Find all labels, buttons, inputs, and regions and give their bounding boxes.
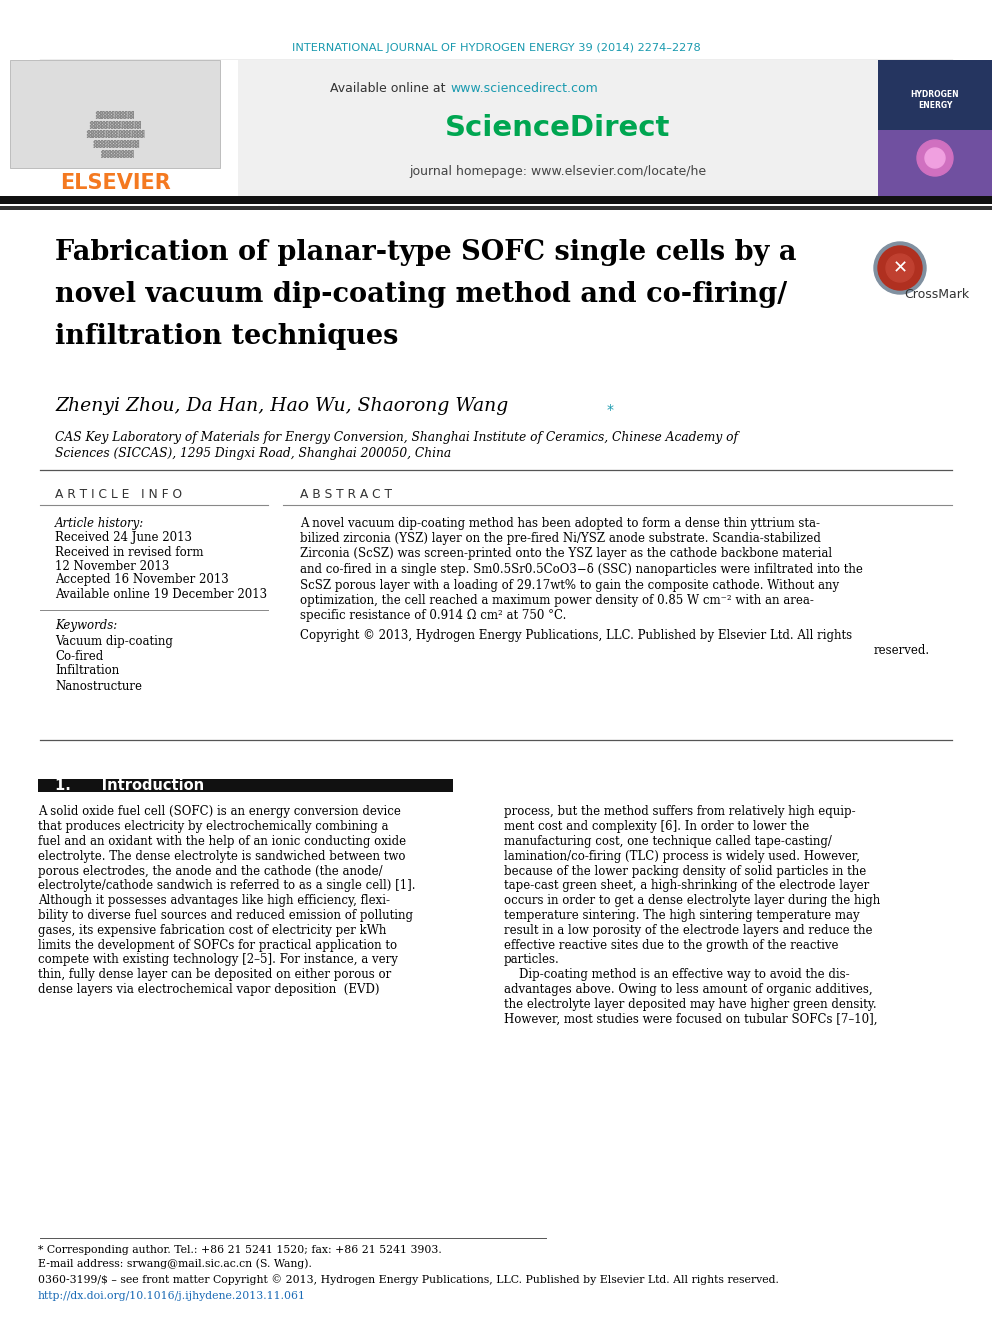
Text: fuel and an oxidant with the help of an ionic conducting oxide: fuel and an oxidant with the help of an … xyxy=(38,835,406,848)
Text: Co-fired: Co-fired xyxy=(55,650,103,663)
Text: Zirconia (ScSZ) was screen-printed onto the YSZ layer as the cathode backbone ma: Zirconia (ScSZ) was screen-printed onto … xyxy=(300,548,832,561)
Text: reserved.: reserved. xyxy=(874,644,930,658)
Text: Received 24 June 2013: Received 24 June 2013 xyxy=(55,532,192,545)
Text: A R T I C L E   I N F O: A R T I C L E I N F O xyxy=(55,487,183,500)
Text: ScienceDirect: ScienceDirect xyxy=(445,114,671,142)
Text: Dip-coating method is an effective way to avoid the dis-: Dip-coating method is an effective way t… xyxy=(504,968,849,982)
Text: electrolyte. The dense electrolyte is sandwiched between two: electrolyte. The dense electrolyte is sa… xyxy=(38,849,406,863)
Text: Nanostructure: Nanostructure xyxy=(55,680,142,692)
Text: Copyright © 2013, Hydrogen Energy Publications, LLC. Published by Elsevier Ltd. : Copyright © 2013, Hydrogen Energy Public… xyxy=(300,630,852,643)
Text: ScSZ porous layer with a loading of 29.17wt% to gain the composite cathode. With: ScSZ porous layer with a loading of 29.1… xyxy=(300,578,839,591)
Text: particles.: particles. xyxy=(504,954,559,967)
Text: porous electrodes, the anode and the cathode (the anode/: porous electrodes, the anode and the cat… xyxy=(38,865,383,877)
Circle shape xyxy=(886,254,914,282)
Text: * Corresponding author. Tel.: +86 21 5241 1520; fax: +86 21 5241 3903.: * Corresponding author. Tel.: +86 21 524… xyxy=(38,1245,441,1256)
Text: occurs in order to get a dense electrolyte layer during the high: occurs in order to get a dense electroly… xyxy=(504,894,880,908)
Text: Sciences (SICCAS), 1295 Dingxi Road, Shanghai 200050, China: Sciences (SICCAS), 1295 Dingxi Road, Sha… xyxy=(55,447,451,460)
Text: Zhenyi Zhou, Da Han, Hao Wu, Shaorong Wang: Zhenyi Zhou, Da Han, Hao Wu, Shaorong Wa… xyxy=(55,397,508,415)
Text: temperature sintering. The high sintering temperature may: temperature sintering. The high sinterin… xyxy=(504,909,860,922)
Circle shape xyxy=(917,140,953,176)
Text: compete with existing technology [2–5]. For instance, a very: compete with existing technology [2–5]. … xyxy=(38,954,398,967)
Text: Keywords:: Keywords: xyxy=(55,618,117,631)
Text: CrossMark: CrossMark xyxy=(905,288,969,302)
Text: lamination/co-firing (TLC) process is widely used. However,: lamination/co-firing (TLC) process is wi… xyxy=(504,849,860,863)
Text: Article history:: Article history: xyxy=(55,516,144,529)
Text: optimization, the cell reached a maximum power density of 0.85 W cm⁻² with an ar: optimization, the cell reached a maximum… xyxy=(300,594,813,607)
Circle shape xyxy=(925,148,945,168)
Text: Accepted 16 November 2013: Accepted 16 November 2013 xyxy=(55,573,229,586)
Text: manufacturing cost, one technique called tape-casting/: manufacturing cost, one technique called… xyxy=(504,835,832,848)
FancyBboxPatch shape xyxy=(878,60,992,198)
FancyBboxPatch shape xyxy=(0,196,992,204)
Text: *: * xyxy=(607,404,614,417)
Text: INTERNATIONAL JOURNAL OF HYDROGEN ENERGY 39 (2014) 2274–2278: INTERNATIONAL JOURNAL OF HYDROGEN ENERGY… xyxy=(292,44,700,53)
Text: ment cost and complexity [6]. In order to lower the: ment cost and complexity [6]. In order t… xyxy=(504,820,809,833)
FancyBboxPatch shape xyxy=(10,60,220,168)
Text: process, but the method suffers from relatively high equip-: process, but the method suffers from rel… xyxy=(504,806,856,819)
Text: that produces electricity by electrochemically combining a: that produces electricity by electrochem… xyxy=(38,820,389,833)
FancyBboxPatch shape xyxy=(878,130,992,198)
Text: Fabrication of planar-type SOFC single cells by a: Fabrication of planar-type SOFC single c… xyxy=(55,238,797,266)
FancyBboxPatch shape xyxy=(0,206,992,210)
FancyBboxPatch shape xyxy=(0,60,238,198)
Text: Received in revised form: Received in revised form xyxy=(55,545,203,558)
FancyBboxPatch shape xyxy=(878,60,992,130)
Text: E-mail address: srwang@mail.sic.ac.cn (S. Wang).: E-mail address: srwang@mail.sic.ac.cn (S… xyxy=(38,1258,311,1269)
Text: 0360-3199/$ – see front matter Copyright © 2013, Hydrogen Energy Publications, L: 0360-3199/$ – see front matter Copyright… xyxy=(38,1274,779,1286)
Text: Infiltration: Infiltration xyxy=(55,664,119,677)
Text: infiltration techniques: infiltration techniques xyxy=(55,323,399,349)
Text: A B S T R A C T: A B S T R A C T xyxy=(300,487,392,500)
Text: journal homepage: www.elsevier.com/locate/he: journal homepage: www.elsevier.com/locat… xyxy=(410,165,706,179)
Text: thin, fully dense layer can be deposited on either porous or: thin, fully dense layer can be deposited… xyxy=(38,968,391,982)
Text: HYDROGEN
ENERGY: HYDROGEN ENERGY xyxy=(911,90,959,110)
Text: dense layers via electrochemical vapor deposition  (EVD): dense layers via electrochemical vapor d… xyxy=(38,983,380,996)
Text: novel vacuum dip-coating method and co-firing/: novel vacuum dip-coating method and co-f… xyxy=(55,280,787,307)
FancyBboxPatch shape xyxy=(38,779,453,792)
Text: Although it possesses advantages like high efficiency, flexi-: Although it possesses advantages like hi… xyxy=(38,894,390,908)
Text: http://dx.doi.org/10.1016/j.ijhydene.2013.11.061: http://dx.doi.org/10.1016/j.ijhydene.201… xyxy=(38,1291,306,1301)
Text: electrolyte/cathode sandwich is referred to as a single cell) [1].: electrolyte/cathode sandwich is referred… xyxy=(38,880,416,893)
Text: tape-cast green sheet, a high-shrinking of the electrode layer: tape-cast green sheet, a high-shrinking … xyxy=(504,880,869,893)
Text: bilized zirconia (YSZ) layer on the pre-fired Ni/YSZ anode substrate. Scandia-st: bilized zirconia (YSZ) layer on the pre-… xyxy=(300,532,820,545)
Text: Available online 19 December 2013: Available online 19 December 2013 xyxy=(55,587,267,601)
Text: gases, its expensive fabrication cost of electricity per kWh: gases, its expensive fabrication cost of… xyxy=(38,923,386,937)
Text: CAS Key Laboratory of Materials for Energy Conversion, Shanghai Institute of Cer: CAS Key Laboratory of Materials for Ener… xyxy=(55,431,738,445)
Text: advantages above. Owing to less amount of organic additives,: advantages above. Owing to less amount o… xyxy=(504,983,873,996)
Text: specific resistance of 0.914 Ω cm² at 750 °C.: specific resistance of 0.914 Ω cm² at 75… xyxy=(300,610,566,623)
Text: limits the development of SOFCs for practical application to: limits the development of SOFCs for prac… xyxy=(38,939,397,951)
Text: www.sciencedirect.com: www.sciencedirect.com xyxy=(450,82,598,94)
Text: the electrolyte layer deposited may have higher green density.: the electrolyte layer deposited may have… xyxy=(504,998,877,1011)
Text: A novel vacuum dip-coating method has been adopted to form a dense thin yttrium : A novel vacuum dip-coating method has be… xyxy=(300,516,820,529)
Text: ✕: ✕ xyxy=(893,259,908,277)
Text: Available online at: Available online at xyxy=(330,82,450,94)
Text: ▓▓▓▓▓▓
▓▓▓▓▓▓▓▓
▓▓▓▓▓▓▓▓▓
 ▓▓▓▓▓▓▓
  ▓▓▓▓▓: ▓▓▓▓▓▓ ▓▓▓▓▓▓▓▓ ▓▓▓▓▓▓▓▓▓ ▓▓▓▓▓▓▓ ▓▓▓▓▓ xyxy=(85,110,144,157)
Text: bility to diverse fuel sources and reduced emission of polluting: bility to diverse fuel sources and reduc… xyxy=(38,909,413,922)
Text: result in a low porosity of the electrode layers and reduce the: result in a low porosity of the electrod… xyxy=(504,923,873,937)
FancyBboxPatch shape xyxy=(0,60,992,198)
Text: ELSEVIER: ELSEVIER xyxy=(60,173,171,193)
Text: However, most studies were focused on tubular SOFCs [7–10],: However, most studies were focused on tu… xyxy=(504,1012,878,1025)
Text: and co-fired in a single step. Sm0.5Sr0.5CoO3−δ (SSC) nanoparticles were infiltr: and co-fired in a single step. Sm0.5Sr0.… xyxy=(300,564,863,576)
Circle shape xyxy=(878,246,922,290)
Text: because of the lower packing density of solid particles in the: because of the lower packing density of … xyxy=(504,865,866,877)
Text: 12 November 2013: 12 November 2013 xyxy=(55,560,170,573)
Circle shape xyxy=(874,242,926,294)
FancyBboxPatch shape xyxy=(238,60,878,198)
Text: 1.      Introduction: 1. Introduction xyxy=(55,778,204,794)
Text: Vacuum dip-coating: Vacuum dip-coating xyxy=(55,635,173,647)
Text: A solid oxide fuel cell (SOFC) is an energy conversion device: A solid oxide fuel cell (SOFC) is an ene… xyxy=(38,806,401,819)
Text: effective reactive sites due to the growth of the reactive: effective reactive sites due to the grow… xyxy=(504,939,838,951)
